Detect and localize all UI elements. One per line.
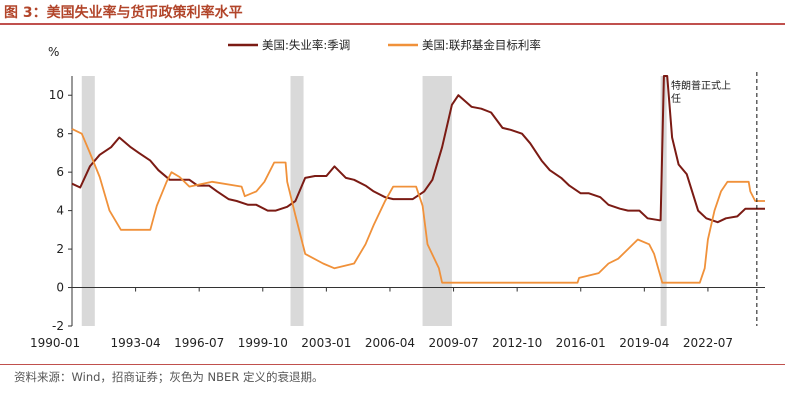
axes: -2 0 2 4 6 8 10% 1990-01 1993-04 1996-07 1999-10 20… — [30, 45, 765, 350]
y-tick-label: 10 — [49, 88, 64, 102]
chart: -2 0 2 4 6 8 10% 1990-01 1993-04 1996-07 1999-10 20… — [30, 38, 765, 350]
x-tick-label: 2012-10 — [492, 336, 542, 350]
x-tick-label: 1993-04 — [111, 336, 161, 350]
recession-band — [422, 76, 452, 326]
unemployment-rate-line — [71, 75, 765, 224]
x-tick-label: 1996-07 — [174, 336, 224, 350]
x-tick-label: 2009-07 — [428, 336, 478, 350]
legend-label: 美国:失业率:季调 — [262, 38, 350, 52]
source-rule — [0, 364, 785, 365]
x-tick-label: 2019-04 — [619, 336, 669, 350]
x-tick-label: 1999-10 — [238, 336, 288, 350]
annotation-text: 任 — [671, 92, 681, 105]
y-tick-label: 2 — [56, 242, 64, 256]
x-tick-label: 2006-04 — [365, 336, 415, 350]
y-tick-label: 0 — [56, 281, 64, 295]
x-tick-label: 2003-01 — [301, 336, 351, 350]
y-tick-label: 8 — [56, 127, 64, 141]
y-tick-label: 6 — [56, 165, 64, 179]
title-rule — [0, 23, 785, 25]
recession-band — [660, 76, 667, 326]
y-axis-unit: % — [48, 45, 59, 59]
legend-label: 美国:联邦基金目标利率 — [422, 38, 541, 52]
legend: 美国:失业率:季调 美国:联邦基金目标利率 — [228, 38, 541, 52]
x-tick-label: 2016-01 — [556, 336, 606, 350]
recession-band — [290, 76, 304, 326]
y-tick-label: 4 — [56, 204, 64, 218]
source-note: 资料来源：Wind，招商证券；灰色为 NBER 定义的衰退期。 — [14, 370, 324, 384]
fed-funds-rate-line — [71, 128, 765, 284]
recession-bands — [81, 76, 667, 326]
x-tick-label: 2022-07 — [683, 336, 733, 350]
series-lines — [71, 75, 765, 284]
annotation-text: 特朗普正式上 — [671, 79, 731, 92]
y-tick-label: -2 — [52, 319, 64, 333]
recession-band — [81, 76, 95, 326]
figure-title: 图 3：美国失业率与货币政策利率水平 — [4, 5, 243, 21]
x-tick-label: 1990-01 — [30, 336, 80, 350]
